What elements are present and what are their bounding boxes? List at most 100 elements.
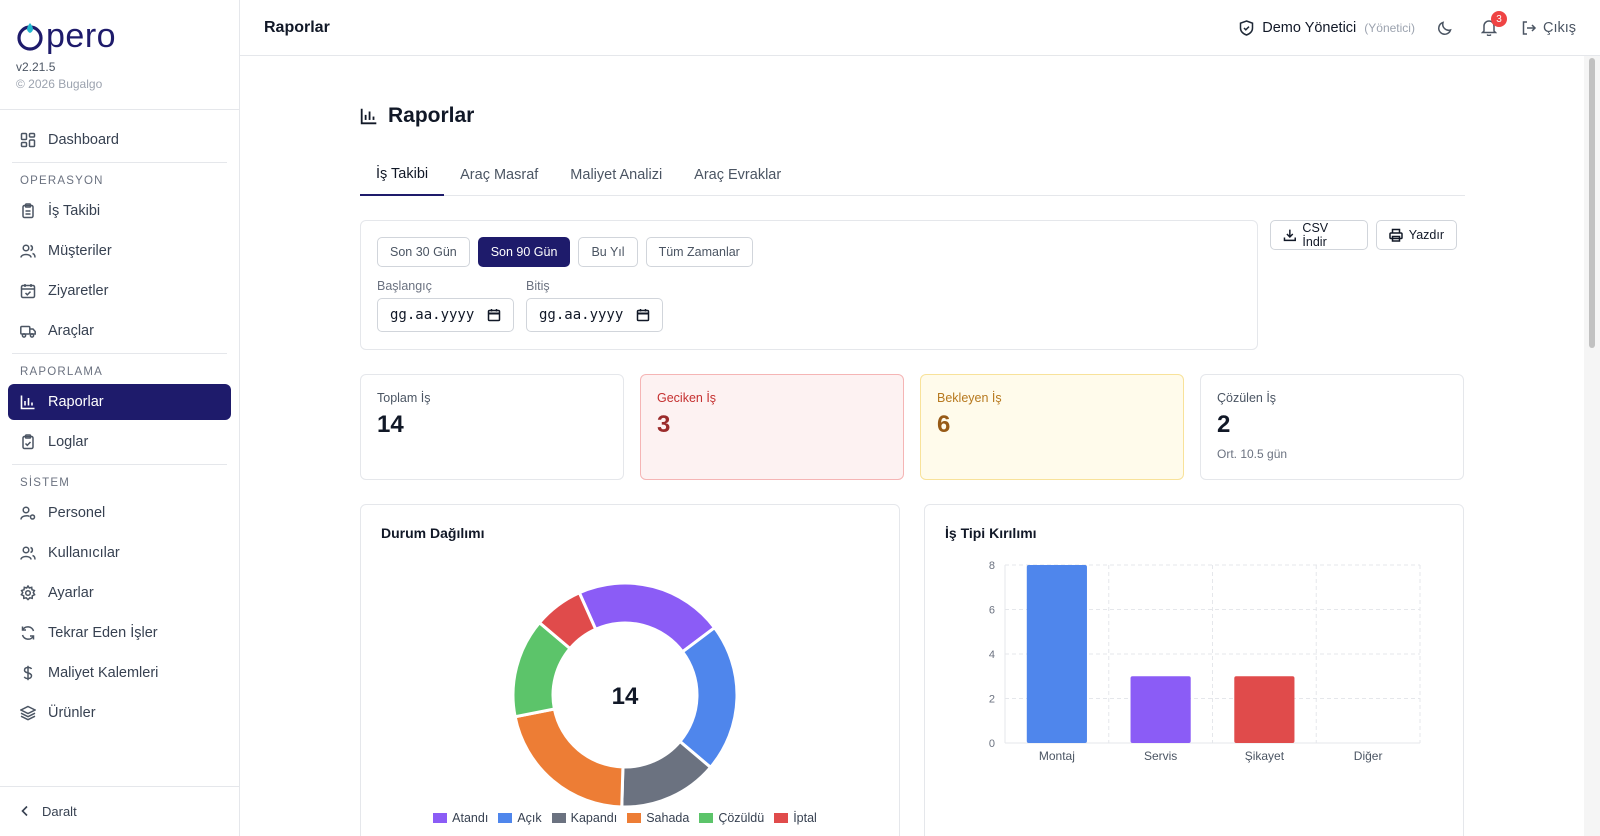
clipboard-icon (20, 203, 36, 219)
app-version: v2.21.5 (16, 60, 56, 74)
legend-item[interactable]: Kapandı (551, 811, 617, 825)
tab-maliyet-analizi[interactable]: Maliyet Analizi (570, 167, 663, 183)
collapse-sidebar-button[interactable]: Daralt (0, 786, 239, 836)
user-info[interactable]: Demo Yönetici (Yönetici) (1239, 20, 1415, 36)
app-copyright: © 2026 Bugalgo (16, 77, 103, 91)
sidebar-item-ziyaretler[interactable]: Ziyaretler (8, 273, 231, 309)
gear-icon (20, 585, 36, 601)
sidebar-item-musteriler[interactable]: Müşteriler (8, 233, 231, 269)
sidebar-item-dashboard[interactable]: Dashboard (8, 122, 231, 158)
section-title-operasyon: OPERASYON (20, 175, 104, 187)
legend-item[interactable]: Atandı (433, 811, 488, 825)
sidebar-item-araclar[interactable]: Araçlar (8, 313, 231, 349)
dashboard-icon (20, 132, 36, 148)
y-tick-label: 2 (989, 694, 995, 706)
logo-text: pero (46, 17, 117, 55)
top-header: Raporlar Demo Yönetici (Yönetici) 3 Çıkı… (240, 0, 1600, 56)
stat-subtext: Ort. 10.5 gün (1217, 447, 1288, 461)
legend-swatch (627, 813, 642, 823)
user-role: (Yönetici) (1364, 20, 1415, 35)
sidebar-item-raporlar[interactable]: Raporlar (8, 384, 231, 420)
donut-chart: 14 (511, 581, 739, 809)
start-date-label: Başlangıç (377, 279, 432, 293)
print-label: Yazdır (1408, 228, 1444, 242)
scrollbar-thumb[interactable] (1589, 58, 1595, 348)
sidebar-item-urunler[interactable]: Ürünler (8, 695, 231, 731)
sidebar-item-personel[interactable]: Personel (8, 495, 231, 531)
range-buttons: Son 30 Gün Son 90 Gün Bu Yıl Tüm Zamanla… (377, 237, 1241, 267)
legend-label: Çözüldü (718, 811, 765, 825)
date-filter-panel: Son 30 Gün Son 90 Gün Bu Yıl Tüm Zamanla… (360, 220, 1258, 350)
bar-chart-icon (360, 107, 378, 125)
user-name: Demo Yönetici (1262, 19, 1357, 36)
sidebar-item-label: Müşteriler (48, 243, 112, 259)
bar-Montaj[interactable] (1026, 565, 1087, 743)
sidebar-nav: Dashboard OPERASYON İş Takibi Müşteriler… (0, 110, 239, 731)
stat-label: Toplam İş (377, 391, 431, 405)
sidebar-item-label: Dashboard (48, 132, 119, 148)
logout-button[interactable]: Çıkış (1521, 20, 1576, 36)
donut-center-total: 14 (612, 683, 639, 710)
section-divider (12, 353, 227, 354)
bar-chart: 0 2 4 6 8 Montaj Servis Şikayet Diğer (989, 560, 1421, 763)
start-date-input[interactable]: gg.aa.yyyy (377, 298, 514, 332)
start-date-group: Başlangıç gg.aa.yyyy (377, 279, 514, 332)
sidebar-item-loglar[interactable]: Loglar (8, 424, 231, 460)
legend-swatch (699, 813, 714, 823)
csv-download-label: CSV İndir (1302, 221, 1329, 249)
job-type-breakdown-card: İş Tipi Kırılımı 0 2 4 6 8 Montaj Servis Şikaye… (924, 504, 1464, 836)
end-date-input[interactable]: gg.aa.yyyy (526, 298, 663, 332)
report-tabs: İş Takibi Araç Masraf Maliyet Analizi Ar… (360, 154, 1465, 196)
users-icon (20, 243, 36, 259)
sidebar-item-maliyet-kalemleri[interactable]: Maliyet Kalemleri (8, 655, 231, 691)
range-last-90-days-button[interactable]: Son 90 Gün (477, 237, 571, 267)
y-tick-label: 8 (989, 560, 995, 572)
range-this-year-button[interactable]: Bu Yıl (578, 237, 638, 267)
end-date-placeholder: gg.aa.yyyy (539, 307, 624, 323)
calendar-icon[interactable] (487, 308, 501, 322)
shield-icon (1239, 19, 1254, 36)
y-tick-label: 0 (989, 738, 995, 750)
section-title-sistem: SİSTEM (20, 477, 71, 489)
csv-download-button[interactable]: CSV İndir (1269, 220, 1368, 250)
sidebar-item-kullanicilar[interactable]: Kullanıcılar (8, 535, 231, 571)
legend-item[interactable]: Açık (498, 811, 542, 825)
y-tick-label: 6 (989, 605, 995, 617)
range-all-time-button[interactable]: Tüm Zamanlar (645, 237, 753, 267)
download-icon (1283, 229, 1296, 242)
app-logo[interactable]: pero (16, 18, 223, 54)
donut-legend: Atandı Açık Kapandı Sahada Çözüldü İptal (361, 811, 899, 825)
sidebar-item-is-takibi[interactable]: İş Takibi (8, 193, 231, 229)
layers-icon (20, 705, 36, 721)
x-tick-label: Şikayet (1245, 749, 1285, 763)
sidebar-item-tekrar-eden-isler[interactable]: Tekrar Eden İşler (8, 615, 231, 651)
sidebar-item-ayarlar[interactable]: Ayarlar (8, 575, 231, 611)
notifications-button[interactable]: 3 (1480, 11, 1507, 36)
tab-is-takibi[interactable]: İş Takibi (360, 154, 445, 196)
legend-item[interactable]: İptal (774, 811, 817, 825)
sidebar-item-label: İş Takibi (48, 203, 101, 219)
legend-item[interactable]: Çözüldü (699, 811, 764, 825)
donut-slice-İptal[interactable] (537, 590, 598, 651)
brand-block: pero v2.21.5 © 2026 Bugalgo (0, 0, 239, 110)
donut-slice-Açık[interactable] (677, 625, 739, 770)
legend-item[interactable]: Sahada (627, 811, 689, 825)
end-date-group: Bitiş gg.aa.yyyy (526, 279, 663, 332)
tab-arac-evraklar[interactable]: Araç Evraklar (694, 167, 782, 183)
bar-Şikayet[interactable] (1234, 676, 1295, 743)
donut-slice-Sahada[interactable] (513, 707, 625, 809)
end-date-label: Bitiş (526, 279, 550, 293)
truck-icon (20, 323, 36, 339)
calendar-icon[interactable] (636, 308, 650, 322)
sidebar-item-label: Araçlar (48, 323, 94, 339)
sidebar-item-label: Loglar (48, 434, 89, 450)
dollar-icon (20, 665, 36, 681)
user-cog-icon (20, 505, 36, 521)
tab-arac-masraf[interactable]: Araç Masraf (460, 167, 539, 183)
page-scrollbar[interactable] (1584, 56, 1600, 836)
sidebar-item-label: Ziyaretler (48, 283, 109, 299)
print-button[interactable]: Yazdır (1375, 220, 1457, 250)
bar-Servis[interactable] (1130, 676, 1191, 743)
dark-mode-toggle[interactable] (1437, 20, 1453, 36)
range-last-30-days-button[interactable]: Son 30 Gün (377, 237, 470, 267)
